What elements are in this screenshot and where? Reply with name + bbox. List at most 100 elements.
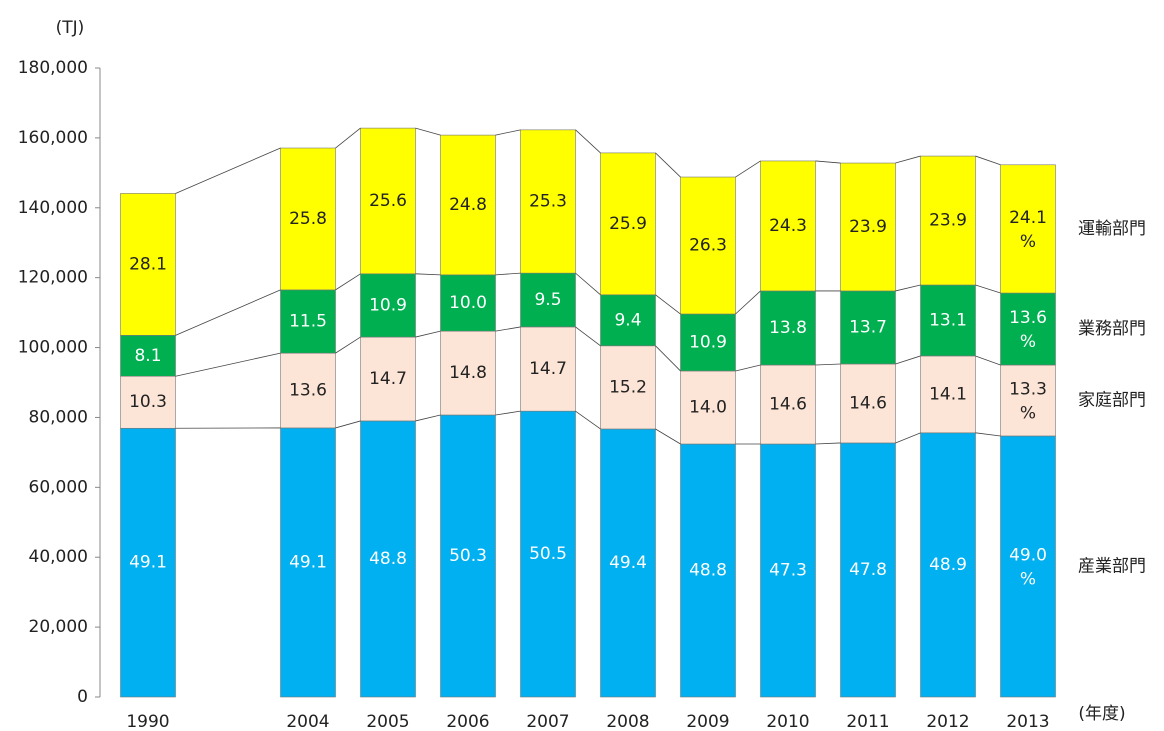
y-tick-label: 60,000	[29, 477, 88, 497]
bar-segment	[360, 273, 416, 338]
bar-segment	[120, 335, 176, 377]
bar-segment	[840, 363, 896, 444]
bar-segment	[360, 336, 416, 422]
y-tick-label: 80,000	[29, 407, 88, 427]
legend-label: 家庭部門	[1078, 390, 1146, 410]
share-label: 24.1%	[1009, 208, 1047, 252]
share-label: 13.6	[289, 381, 327, 401]
share-label: 23.9	[929, 211, 967, 231]
connector	[415, 127, 441, 136]
x-tick-label: 2005	[366, 712, 409, 731]
share-label-part: 24.1	[1009, 208, 1047, 228]
legend-label: 産業部門	[1078, 556, 1146, 576]
share-label: 50.5	[529, 544, 567, 564]
connector	[495, 272, 521, 276]
bar-segment	[1000, 435, 1056, 698]
share-label: 15.2	[609, 377, 647, 397]
bar-segment	[520, 272, 576, 328]
y-tick-label: 180,000	[18, 58, 88, 78]
bar-segment	[1000, 364, 1056, 437]
connector	[175, 147, 281, 194]
share-label: 49.4	[609, 553, 647, 573]
connector	[815, 363, 841, 366]
share-label-part: %	[1020, 403, 1036, 423]
x-tick-label: 2009	[686, 712, 729, 731]
share-label: 50.3	[449, 546, 487, 566]
share-label: 47.8	[849, 560, 887, 580]
share-label: 13.7	[849, 317, 887, 337]
connector	[575, 129, 601, 154]
y-tick-label: 20,000	[29, 617, 88, 637]
bar-segment	[760, 364, 816, 445]
connector	[175, 289, 281, 336]
y-tick-label: 120,000	[18, 268, 88, 288]
share-label: 14.7	[529, 359, 567, 379]
connector	[975, 155, 1001, 166]
share-label: 14.1	[929, 384, 967, 404]
share-label: 10.9	[369, 295, 407, 315]
y-tick-label: 140,000	[18, 198, 88, 218]
connector	[335, 420, 361, 429]
x-tick-label: 2004	[286, 712, 329, 731]
bar-segment	[120, 375, 176, 429]
bar-segment	[920, 155, 976, 286]
bar-segment	[600, 294, 656, 347]
connector	[495, 410, 521, 416]
share-label-part: %	[1020, 569, 1036, 589]
bar-segment	[760, 160, 816, 292]
connector	[655, 428, 681, 445]
share-label: 8.1	[134, 346, 161, 366]
x-tick-label: 2010	[766, 712, 809, 731]
connector	[335, 273, 361, 291]
share-label: 13.3%	[1009, 379, 1047, 423]
share-label: 23.9	[849, 217, 887, 237]
bar-segment	[920, 284, 976, 357]
bar-segment	[440, 274, 496, 332]
connector	[975, 284, 1001, 294]
share-label: 10.9	[689, 332, 727, 352]
x-tick-label: 2006	[446, 712, 489, 731]
connector	[335, 127, 361, 149]
bar-segment	[520, 410, 576, 698]
x-tick-label: 2012	[926, 712, 969, 731]
share-label: 11.5	[289, 312, 327, 332]
connector	[655, 294, 681, 315]
connector	[495, 326, 521, 332]
connector	[575, 272, 601, 296]
bar-segment	[120, 427, 176, 698]
share-label: 28.1	[129, 254, 167, 274]
share-label: 14.0	[689, 397, 727, 417]
legend-label: 業務部門	[1078, 319, 1146, 339]
connector	[735, 160, 761, 178]
share-label: 14.7	[369, 369, 407, 389]
connector	[815, 160, 841, 164]
share-label: 10.0	[449, 293, 487, 313]
connector	[495, 129, 521, 136]
share-label: 14.8	[449, 363, 487, 383]
y-tick-label: 40,000	[29, 547, 88, 567]
bar-segment	[840, 442, 896, 698]
share-label: 48.8	[369, 549, 407, 569]
share-label: 25.9	[609, 214, 647, 234]
bar-segment	[440, 414, 496, 698]
y-axis-label: (TJ)	[56, 18, 85, 38]
connector	[415, 330, 441, 338]
connector	[335, 336, 361, 354]
share-label: 13.1	[929, 310, 967, 330]
connector	[975, 432, 1001, 437]
share-label: 9.4	[614, 310, 641, 330]
share-label: 13.6%	[1009, 308, 1047, 352]
y-tick-label: 160,000	[18, 128, 88, 148]
share-label: 24.8	[449, 195, 487, 215]
bar-segment	[600, 345, 656, 430]
x-tick-label: 2011	[846, 712, 889, 731]
share-label-part: 49.0	[1009, 545, 1047, 565]
share-label: 49.1	[289, 552, 327, 572]
bar-segment	[520, 326, 576, 412]
bar-segment	[1000, 292, 1056, 366]
bar-segment	[600, 428, 656, 698]
share-label-part: 13.3	[1009, 379, 1047, 399]
bar-segment	[360, 127, 416, 275]
bar-segment	[680, 176, 736, 315]
x-tick-label: 1990	[126, 712, 169, 731]
